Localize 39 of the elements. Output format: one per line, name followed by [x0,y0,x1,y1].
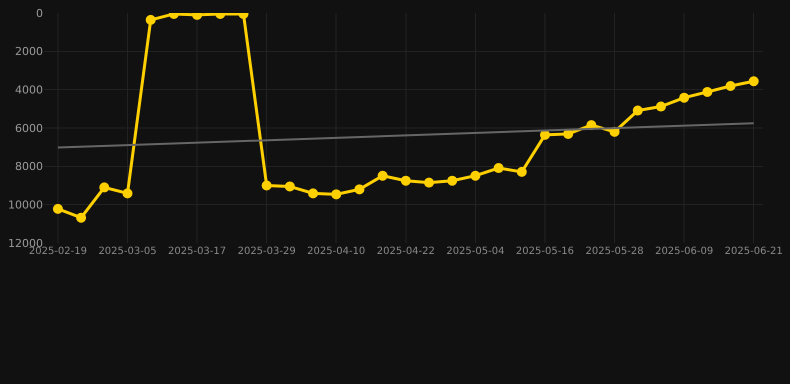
x-tick-label: 2025-03-29 [238,246,296,257]
point [400,176,411,186]
point [354,184,364,194]
point [331,189,342,200]
y-tick-label: 10000 [8,198,43,212]
x-tick-label: 2025-05-16 [516,246,574,257]
point [146,14,156,25]
y-tick-label: 0 [36,6,43,20]
y-tick-label: 6000 [15,122,43,135]
point [122,188,132,198]
point [262,180,272,190]
x-tick-label: 2025-05-04 [446,246,504,257]
point [447,176,458,186]
x-tick-label: 2025-06-21 [724,246,783,257]
point [52,204,63,214]
x-tick-label: 2025-04-22 [376,246,435,257]
point [679,92,690,103]
point [99,182,110,192]
point [632,106,643,116]
point [516,166,527,177]
point [76,212,86,223]
point [378,170,388,181]
point [424,178,434,188]
point [494,163,504,174]
x-tick-label: 2025-05-28 [585,246,644,257]
x-tick-label: 2025-04-10 [307,246,366,257]
point [702,86,712,97]
y-tick-label: 4000 [15,84,43,97]
y-tick-label: 2000 [15,45,43,58]
point [656,102,666,112]
y-tick-label: 8000 [15,160,43,174]
point [748,76,759,86]
point [726,81,736,92]
x-tick-label: 2025-06-09 [655,246,714,257]
point [308,188,318,198]
point [284,181,295,192]
point [470,170,480,181]
x-tick-label: 2025-03-17 [168,246,226,257]
x-tick-label: 2025-03-05 [98,246,157,257]
